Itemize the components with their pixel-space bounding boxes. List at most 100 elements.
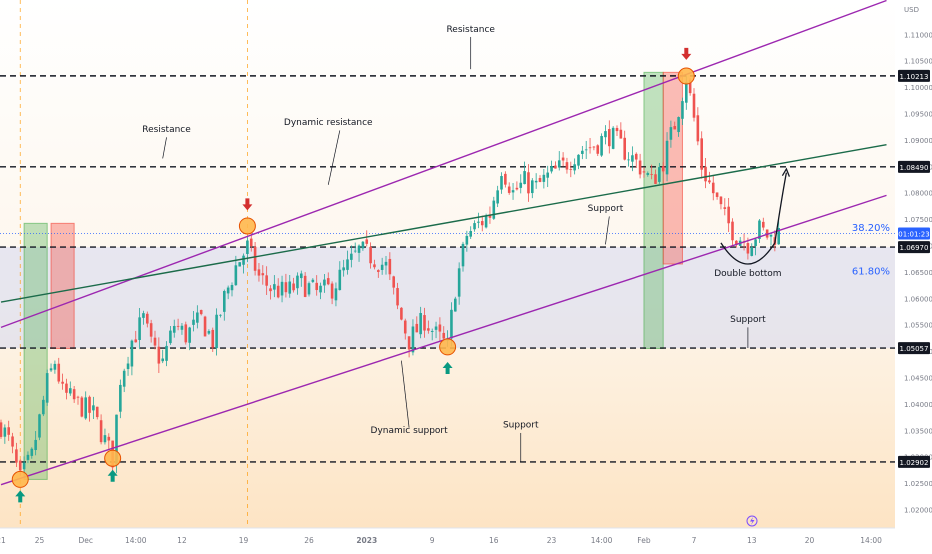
candle-body: [611, 127, 615, 149]
candle-body: [484, 215, 488, 228]
time-tick-label: 25: [35, 536, 45, 545]
candle-body: [350, 253, 353, 260]
candle-body: [34, 439, 37, 451]
candle-body: [11, 436, 14, 447]
candle-body: [400, 307, 403, 320]
candle-body: [84, 397, 87, 419]
time-tick-label: 19: [239, 536, 249, 545]
annotation-pointer: [327, 130, 341, 185]
candle-body: [238, 262, 241, 267]
candle-body: [488, 214, 492, 218]
candle-body: [480, 221, 484, 226]
candle-body: [230, 285, 234, 291]
candle-body: [384, 261, 388, 266]
candle-body: [115, 414, 118, 465]
annotation-text[interactable]: Support: [503, 421, 539, 431]
candle-body: [477, 221, 480, 223]
lightning-icon[interactable]: [746, 515, 758, 527]
annotation-text[interactable]: Resistance: [142, 125, 191, 135]
dynamic-resistance-line[interactable]: [0, 143, 887, 303]
double-bottom-curve[interactable]: [720, 242, 776, 265]
candle-body: [157, 346, 161, 364]
time-tick-label: 14:00: [860, 536, 882, 545]
candle-body: [242, 255, 245, 265]
arrow-down-icon[interactable]: [242, 198, 253, 211]
pivot-circle[interactable]: [11, 470, 29, 488]
arrow-down-icon[interactable]: [681, 47, 692, 60]
countdown-label: 01:01:23: [898, 231, 929, 239]
candle-body: [288, 281, 292, 294]
candle-body: [561, 157, 565, 161]
candle-body: [592, 146, 596, 148]
green-highlight-box[interactable]: [23, 222, 48, 480]
price-level-badge-text: 1.10213: [900, 73, 929, 81]
time-tick-label: 23: [547, 536, 557, 545]
candle-body: [685, 82, 688, 103]
candle-body: [619, 129, 623, 139]
price-tick-label: 1.10500: [904, 58, 932, 66]
arrow-up-icon[interactable]: [107, 469, 118, 482]
price-tick-label: 1.11000: [904, 31, 932, 39]
annotation-text[interactable]: Dynamic support: [371, 426, 449, 436]
price-tick-label: 1.06000: [904, 295, 932, 303]
candle-body: [515, 187, 519, 190]
candle-body: [311, 279, 315, 282]
pivot-circle[interactable]: [439, 338, 457, 356]
candle-body: [342, 267, 345, 271]
annotation-text[interactable]: Resistance: [446, 25, 495, 35]
pivot-circle[interactable]: [238, 217, 256, 235]
annotation-text[interactable]: Dynamic resistance: [284, 118, 373, 128]
candle-body: [226, 287, 230, 294]
upper-channel-line[interactable]: [0, 0, 887, 329]
candle-body: [427, 328, 430, 331]
candle-body: [634, 153, 638, 160]
candle-body: [126, 363, 130, 370]
candle-body: [457, 268, 461, 297]
candle-body: [604, 131, 607, 138]
candle-body: [330, 283, 334, 299]
candle-body: [207, 331, 211, 334]
arrow-up-icon[interactable]: [442, 362, 453, 375]
candle-body: [49, 368, 53, 371]
candle-body: [665, 140, 669, 175]
candle-body: [588, 147, 592, 149]
green-highlight-box[interactable]: [643, 71, 664, 349]
annotation-text[interactable]: Support: [588, 204, 624, 214]
time-tick-label: 9: [430, 536, 435, 545]
candle-body: [704, 166, 707, 182]
candle-body: [430, 330, 434, 332]
price-level-badge: [898, 69, 930, 82]
time-axis-background: [0, 528, 932, 550]
candle-body: [80, 397, 84, 417]
candle-body: [169, 330, 172, 344]
price-tick-label: 1.04500: [904, 375, 932, 383]
pivot-circle[interactable]: [104, 449, 122, 467]
candle-body: [165, 345, 168, 361]
projection-arrow-line[interactable]: [774, 172, 788, 243]
candle-body: [326, 278, 330, 285]
arrow-up-icon[interactable]: [15, 490, 26, 503]
annotation-text[interactable]: Support: [730, 315, 766, 325]
candle-body: [650, 174, 653, 175]
candle-body: [199, 309, 203, 315]
candle-body: [507, 186, 511, 193]
candle-body: [357, 245, 361, 253]
red-highlight-box[interactable]: [50, 222, 75, 349]
candle-body: [280, 281, 284, 296]
candle-body: [688, 79, 692, 94]
candle-body: [146, 313, 149, 324]
time-tick-label: 12: [177, 536, 187, 545]
candle-body: [7, 427, 10, 435]
candle-body: [338, 269, 342, 291]
annotation-text[interactable]: Double bottom: [714, 269, 781, 279]
pivot-circle[interactable]: [677, 67, 695, 85]
candle-body: [261, 273, 265, 276]
time-tick-label: 7: [692, 536, 697, 545]
candle-body: [450, 309, 453, 339]
currency-label: USD: [904, 6, 919, 14]
candle-body: [577, 154, 580, 166]
candle-body: [554, 165, 557, 169]
candle-body: [731, 221, 734, 241]
